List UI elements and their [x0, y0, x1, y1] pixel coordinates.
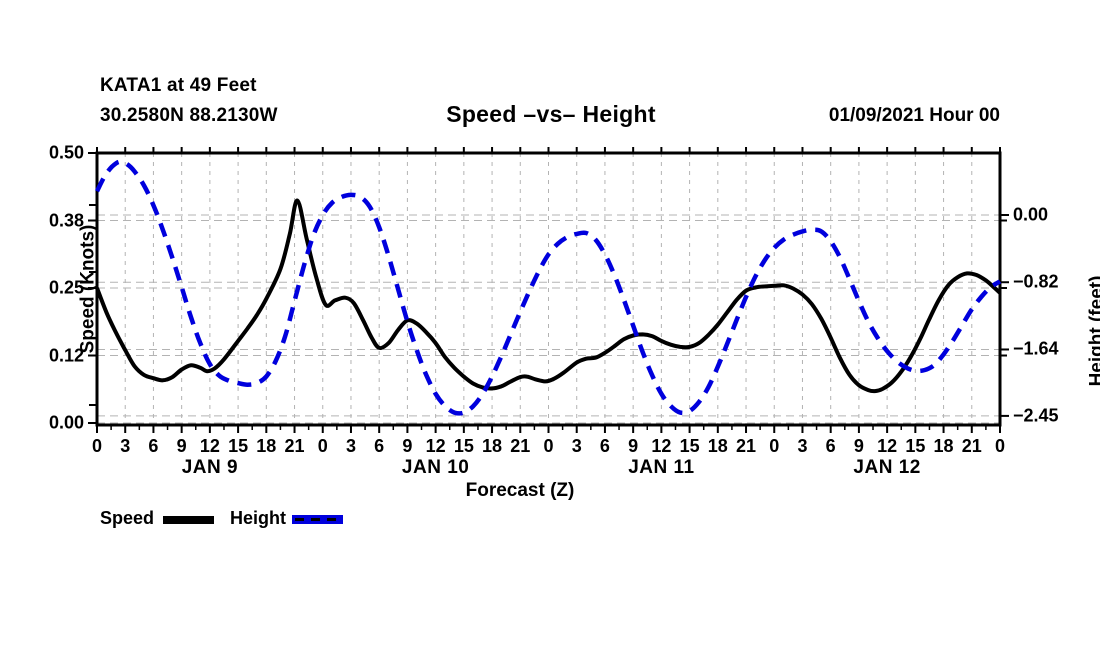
- speed-tick-label: 0.50: [48, 142, 84, 163]
- legend-height-line-swatch: [292, 515, 343, 524]
- right-axis-title: Height (feet): [1086, 275, 1100, 387]
- hour-tick-label: 9: [628, 436, 639, 456]
- hour-tick-label: 3: [120, 436, 131, 456]
- hour-tick-label: 21: [961, 436, 982, 456]
- hour-tick-label: 0: [543, 436, 554, 456]
- hour-tick-label: 0: [91, 436, 103, 456]
- legend-speed-label: Speed: [100, 508, 155, 528]
- height-tick-label: −2.45: [1013, 405, 1059, 426]
- speed-tick-label: 0.00: [48, 412, 84, 433]
- x-axis-title: Forecast (Z): [465, 480, 575, 501]
- hour-tick-label: 15: [453, 436, 474, 456]
- hour-tick-label: 18: [933, 436, 954, 456]
- hour-tick-label: 21: [736, 436, 757, 456]
- height-tick-label: 0.00: [1013, 204, 1049, 225]
- speed-tick-label: 0.12: [48, 345, 84, 365]
- station-coordinates: 30.2580N 88.2130W: [100, 105, 278, 126]
- hour-tick-label: 0: [994, 436, 1006, 456]
- hour-tick-label: 21: [284, 436, 305, 456]
- hour-tick-label: 0: [317, 436, 328, 456]
- hour-tick-label: 3: [345, 436, 356, 456]
- hour-tick-label: 9: [853, 436, 864, 456]
- speed-tick-label: 0.38: [48, 210, 84, 230]
- day-label: JAN 11: [628, 457, 695, 478]
- hour-tick-label: 15: [905, 436, 926, 456]
- hour-tick-label: 0: [769, 436, 780, 456]
- hour-tick-label: 18: [707, 436, 728, 456]
- hour-tick-label: 18: [482, 436, 503, 456]
- forecast-datetime: 01/09/2021 Hour 00: [828, 105, 1000, 126]
- hour-tick-label: 6: [825, 436, 836, 456]
- hour-tick-label: 18: [256, 436, 277, 456]
- hour-tick-label: 15: [228, 436, 249, 456]
- hour-tick-label: 3: [797, 436, 808, 456]
- hour-tick-label: 12: [877, 436, 898, 456]
- hour-tick-label: 9: [402, 436, 413, 456]
- hour-tick-label: 12: [425, 436, 446, 456]
- hour-tick-label: 3: [571, 436, 582, 456]
- speed-tick-label: 0.25: [48, 277, 84, 298]
- hour-tick-label: 12: [199, 436, 220, 456]
- legend-speed-line-swatch: [163, 516, 214, 524]
- chart-title: Speed –vs– Height: [446, 101, 656, 127]
- day-label: JAN 12: [853, 457, 921, 478]
- station-name: KATA1 at 49 Feet: [100, 75, 257, 96]
- hour-tick-label: 21: [510, 436, 531, 456]
- hour-tick-label: 15: [679, 436, 700, 456]
- hour-tick-label: 9: [176, 436, 187, 456]
- hour-tick-label: 6: [599, 436, 610, 456]
- day-label: JAN 10: [401, 457, 470, 478]
- left-axis-title: Speed (Knots): [77, 224, 99, 354]
- legend-height-label: Height: [230, 508, 286, 528]
- day-label: JAN 9: [181, 457, 239, 478]
- hour-tick-label: 6: [374, 436, 385, 456]
- height-tick-label: −1.64: [1013, 338, 1059, 359]
- hour-tick-label: 12: [651, 436, 672, 456]
- hour-tick-label: 6: [148, 436, 159, 456]
- height-tick-label: −0.82: [1013, 271, 1059, 292]
- series-line-height: [95, 159, 1002, 416]
- series-line-speed: [95, 198, 1002, 394]
